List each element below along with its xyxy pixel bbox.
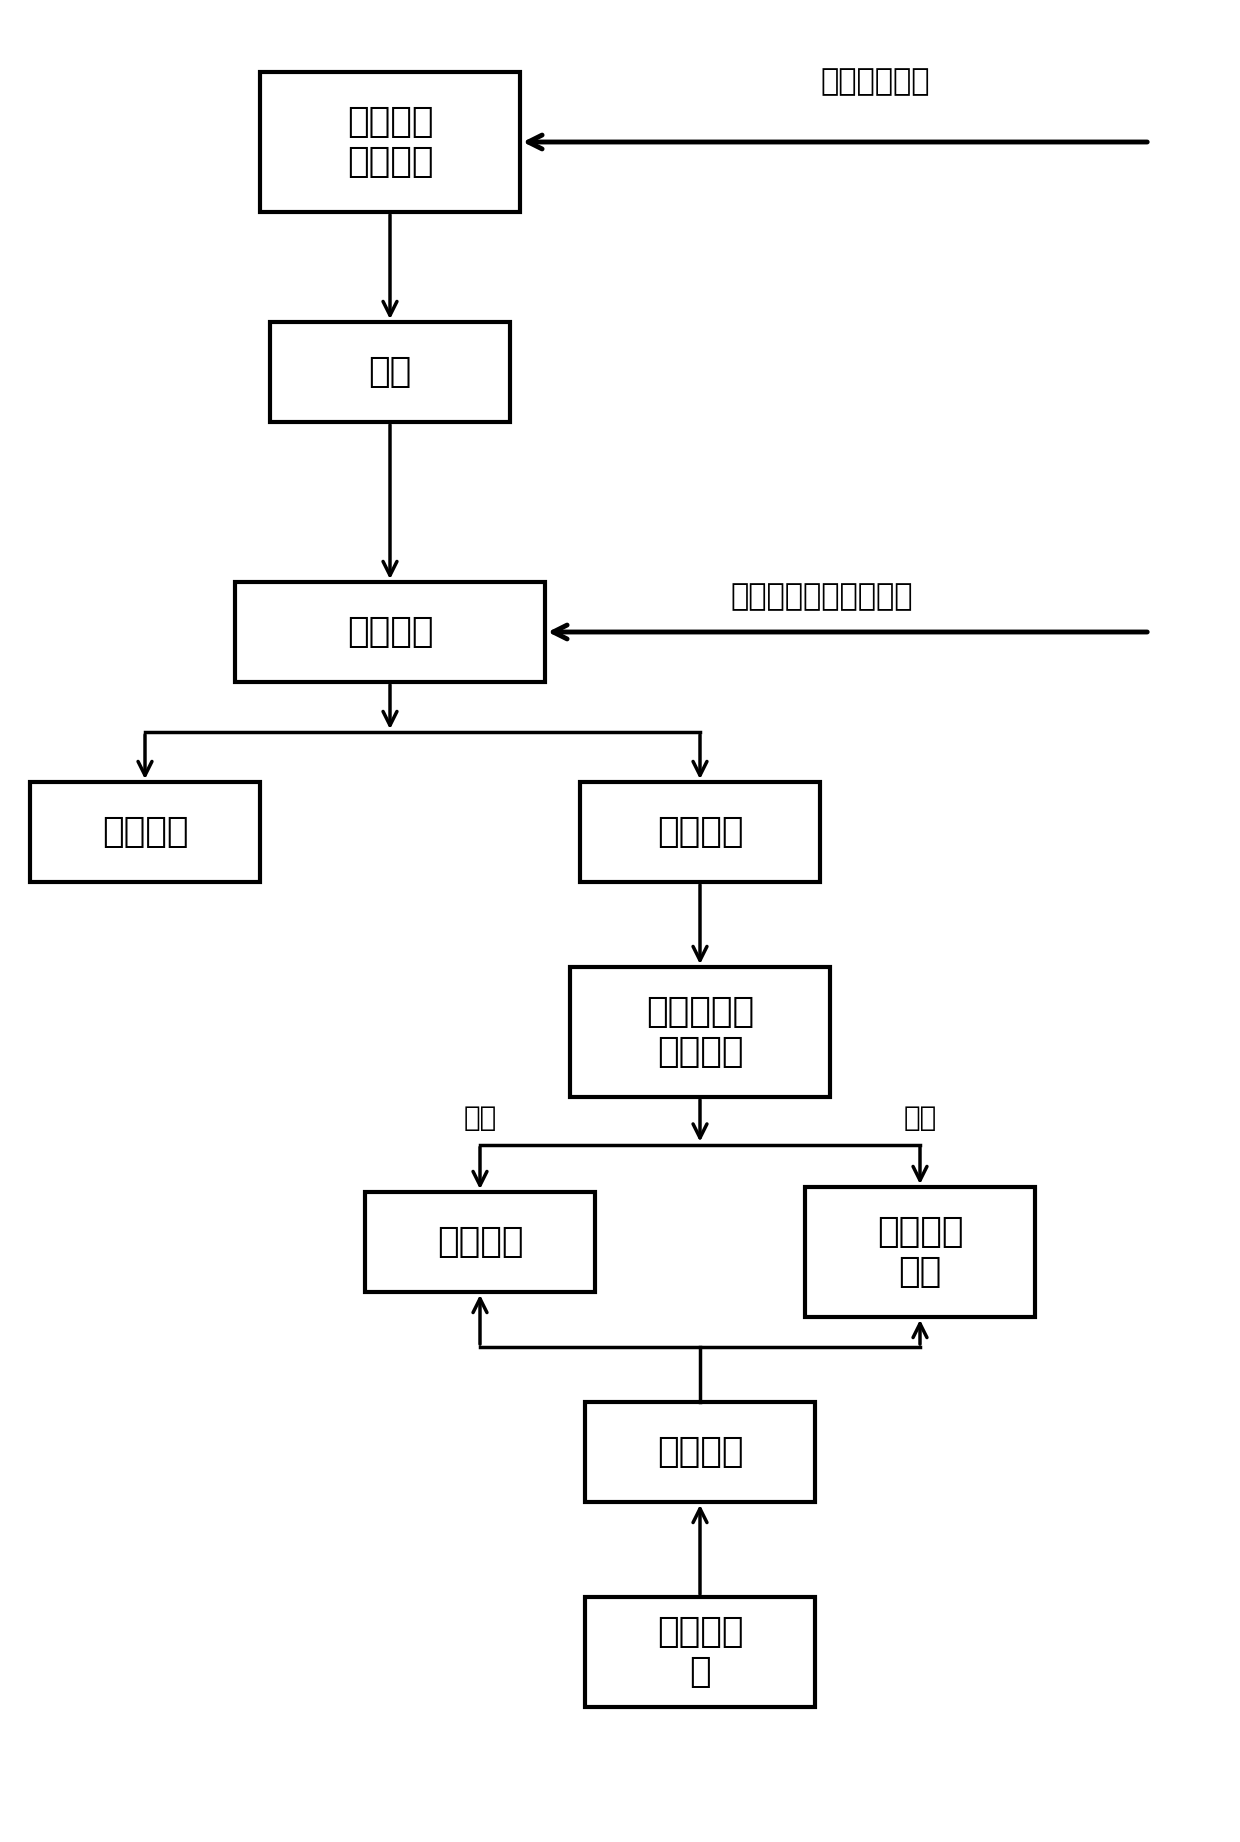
Bar [270, 322, 510, 422]
Text: 木质素磺
酸盐: 木质素磺 酸盐 [877, 1216, 963, 1289]
Bar [805, 1186, 1035, 1317]
Text: 固液分离: 固液分离 [347, 615, 433, 648]
Text: 钠滤除盐: 钠滤除盐 [657, 1435, 743, 1470]
Text: 高纯度产
品: 高纯度产 品 [657, 1615, 743, 1689]
Bar [585, 1402, 815, 1501]
Bar [30, 783, 260, 882]
Text: 阴离子交换
树脂层析: 阴离子交换 树脂层析 [646, 995, 754, 1068]
Text: 固液残渣: 固液残渣 [102, 814, 188, 849]
Text: 解析: 解析 [904, 1103, 936, 1133]
Text: 低聚木糖: 低聚木糖 [436, 1225, 523, 1258]
Text: 磨料: 磨料 [368, 356, 412, 389]
Bar [236, 582, 546, 682]
Text: 木质纤维
原料蒸煮: 木质纤维 原料蒸煮 [347, 105, 433, 179]
Bar [365, 1192, 595, 1291]
Bar [580, 783, 820, 882]
Bar [570, 967, 830, 1098]
Bar [260, 72, 520, 212]
Text: 吸附剂处理、离心抽滤: 吸附剂处理、离心抽滤 [730, 582, 913, 612]
Bar [585, 1597, 815, 1708]
Text: 中性亚硫酸盐: 中性亚硫酸盐 [820, 68, 930, 96]
Text: 洗脱: 洗脱 [464, 1103, 497, 1133]
Text: 混合溶液: 混合溶液 [657, 814, 743, 849]
